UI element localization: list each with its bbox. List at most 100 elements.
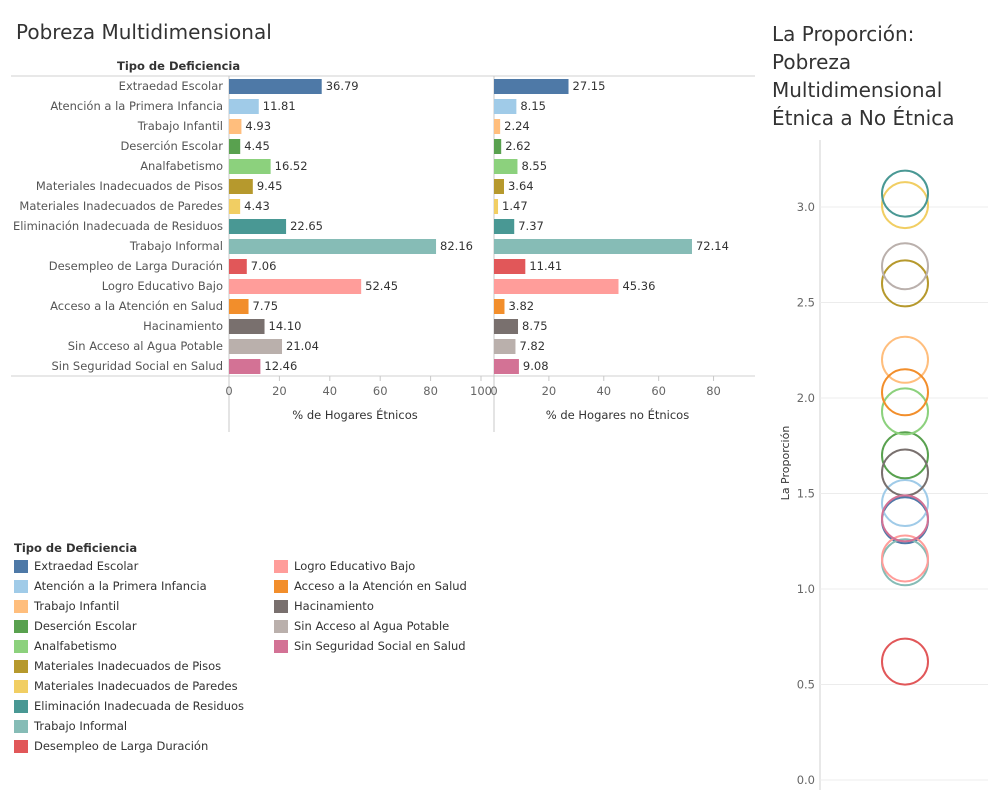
nonethnic-tick-label: 60 <box>651 384 666 398</box>
nonethnic-bar-value-label: 7.82 <box>519 339 545 353</box>
ratio-point <box>881 259 929 308</box>
ethnic-bar <box>229 259 247 274</box>
ratio-chart-title-line: La Proporción: <box>772 22 915 46</box>
ethnic-bar-value-label: 82.16 <box>440 239 473 253</box>
ethnic-bar <box>229 119 242 134</box>
ethnic-bar-value-label: 16.52 <box>275 159 308 173</box>
category-label: Materiales Inadecuados de Pisos <box>36 179 223 193</box>
legend-swatch <box>274 579 288 593</box>
legend-item[interactable]: Materiales Inadecuados de Pisos <box>14 659 221 673</box>
nonethnic-bar <box>494 239 692 254</box>
ratio-tick-label: 0.0 <box>797 773 815 787</box>
legend-item[interactable]: Extraedad Escolar <box>14 559 138 573</box>
legend-swatch <box>14 619 28 633</box>
nonethnic-bar-value-label: 2.24 <box>504 119 530 133</box>
ratio-point <box>881 479 929 528</box>
nonethnic-tick-label: 20 <box>542 384 557 398</box>
legend-swatch <box>14 679 28 693</box>
ratio-chart-title-line: Pobreza <box>772 50 852 74</box>
legend-swatch <box>274 559 288 573</box>
legend-label: Analfabetismo <box>34 639 117 653</box>
legend-item[interactable]: Acceso a la Atención en Salud <box>274 579 467 593</box>
ratio-point <box>881 637 929 686</box>
legend-item[interactable]: Sin Acceso al Agua Potable <box>274 619 449 633</box>
legend-item[interactable]: Materiales Inadecuados de Paredes <box>14 679 238 693</box>
legend-label: Trabajo Informal <box>34 719 128 733</box>
ethnic-bar <box>229 359 261 374</box>
category-label: Hacinamiento <box>143 319 223 333</box>
ratio-point <box>881 387 929 436</box>
ethnic-bar-value-label: 4.93 <box>245 119 271 133</box>
ethnic-bar-value-label: 9.45 <box>257 179 283 193</box>
legend-item[interactable]: Logro Educativo Bajo <box>274 559 415 573</box>
nonethnic-bar <box>494 219 515 234</box>
ethnic-bar-value-label: 52.45 <box>365 279 398 293</box>
nonethnic-bar <box>494 179 504 194</box>
ethnic-bar-value-label: 4.45 <box>244 139 270 153</box>
legend-label: Hacinamiento <box>294 599 374 613</box>
legend-swatch <box>274 599 288 613</box>
legend-swatch <box>14 599 28 613</box>
legend-swatch <box>14 739 28 753</box>
nonethnic-bar <box>494 159 518 174</box>
legend-label: Logro Educativo Bajo <box>294 559 416 573</box>
ethnic-tick-label: 80 <box>423 384 438 398</box>
nonethnic-bar <box>494 79 569 94</box>
nonethnic-bar-value-label: 2.62 <box>505 139 531 153</box>
ratio-point <box>881 494 929 543</box>
category-label: Analfabetismo <box>140 159 223 173</box>
ratio-point <box>881 169 929 218</box>
ethnic-bar <box>229 99 259 114</box>
legend-item[interactable]: Trabajo Informal <box>14 719 127 733</box>
legend-item[interactable]: Eliminación Inadecuada de Residuos <box>14 699 244 713</box>
legend-label: Atención a la Primera Infancia <box>34 579 207 593</box>
ethnic-bar <box>229 159 271 174</box>
nonethnic-bar-value-label: 45.36 <box>622 279 655 293</box>
nonethnic-tick-label: 0 <box>490 384 497 398</box>
ratio-tick-label: 2.0 <box>797 391 815 405</box>
legend-item[interactable]: Atención a la Primera Infancia <box>14 579 207 593</box>
legend-item[interactable]: Deserción Escolar <box>14 619 137 633</box>
legend-title: Tipo de Deficiencia <box>14 541 138 555</box>
ratio-point <box>881 538 929 587</box>
legend-item[interactable]: Analfabetismo <box>14 639 117 653</box>
category-label: Atención a la Primera Infancia <box>50 99 223 113</box>
nonethnic-axis-title: % de Hogares no Étnicos <box>546 407 689 422</box>
legend-label: Trabajo Infantil <box>34 599 120 613</box>
legend-item[interactable]: Hacinamiento <box>274 599 374 613</box>
nonethnic-bar <box>494 359 519 374</box>
legend-swatch <box>14 719 28 733</box>
ratio-point <box>881 431 929 480</box>
ethnic-bar-value-label: 4.43 <box>244 199 270 213</box>
category-label: Logro Educativo Bajo <box>102 279 223 293</box>
category-label: Desempleo de Larga Duración <box>49 259 223 273</box>
ethnic-bar <box>229 319 265 334</box>
ethnic-axis-title: % de Hogares Étnicos <box>292 407 417 422</box>
nonethnic-bar <box>494 119 501 134</box>
legend-label: Desempleo de Larga Duración <box>34 739 209 753</box>
category-label: Extraedad Escolar <box>119 79 224 93</box>
legend-swatch <box>274 639 288 653</box>
legend-swatch <box>14 579 28 593</box>
ratio-tick-label: 1.5 <box>797 487 815 501</box>
category-label: Deserción Escolar <box>120 139 223 153</box>
ethnic-bar-value-label: 36.79 <box>326 79 359 93</box>
ethnic-bar <box>229 239 437 254</box>
ethnic-tick-label: 60 <box>373 384 388 398</box>
nonethnic-bar-value-label: 11.41 <box>529 259 562 273</box>
category-label: Eliminación Inadecuada de Residuos <box>13 219 223 233</box>
ethnic-bar <box>229 279 362 294</box>
nonethnic-tick-label: 80 <box>706 384 721 398</box>
legend-label: Materiales Inadecuados de Pisos <box>34 659 222 673</box>
nonethnic-bar-value-label: 27.15 <box>573 79 606 93</box>
legend-item[interactable]: Sin Seguridad Social en Salud <box>274 639 466 653</box>
legend-label: Sin Acceso al Agua Potable <box>294 619 450 633</box>
nonethnic-bar-value-label: 8.75 <box>522 319 548 333</box>
legend-item[interactable]: Trabajo Infantil <box>14 599 119 613</box>
ratio-tick-label: 3.0 <box>797 200 815 214</box>
ratio-point <box>881 534 929 583</box>
ratio-point <box>881 181 929 230</box>
nonethnic-bar-value-label: 72.14 <box>696 239 729 253</box>
legend-item[interactable]: Desempleo de Larga Duración <box>14 739 208 753</box>
ratio-point <box>881 242 929 291</box>
